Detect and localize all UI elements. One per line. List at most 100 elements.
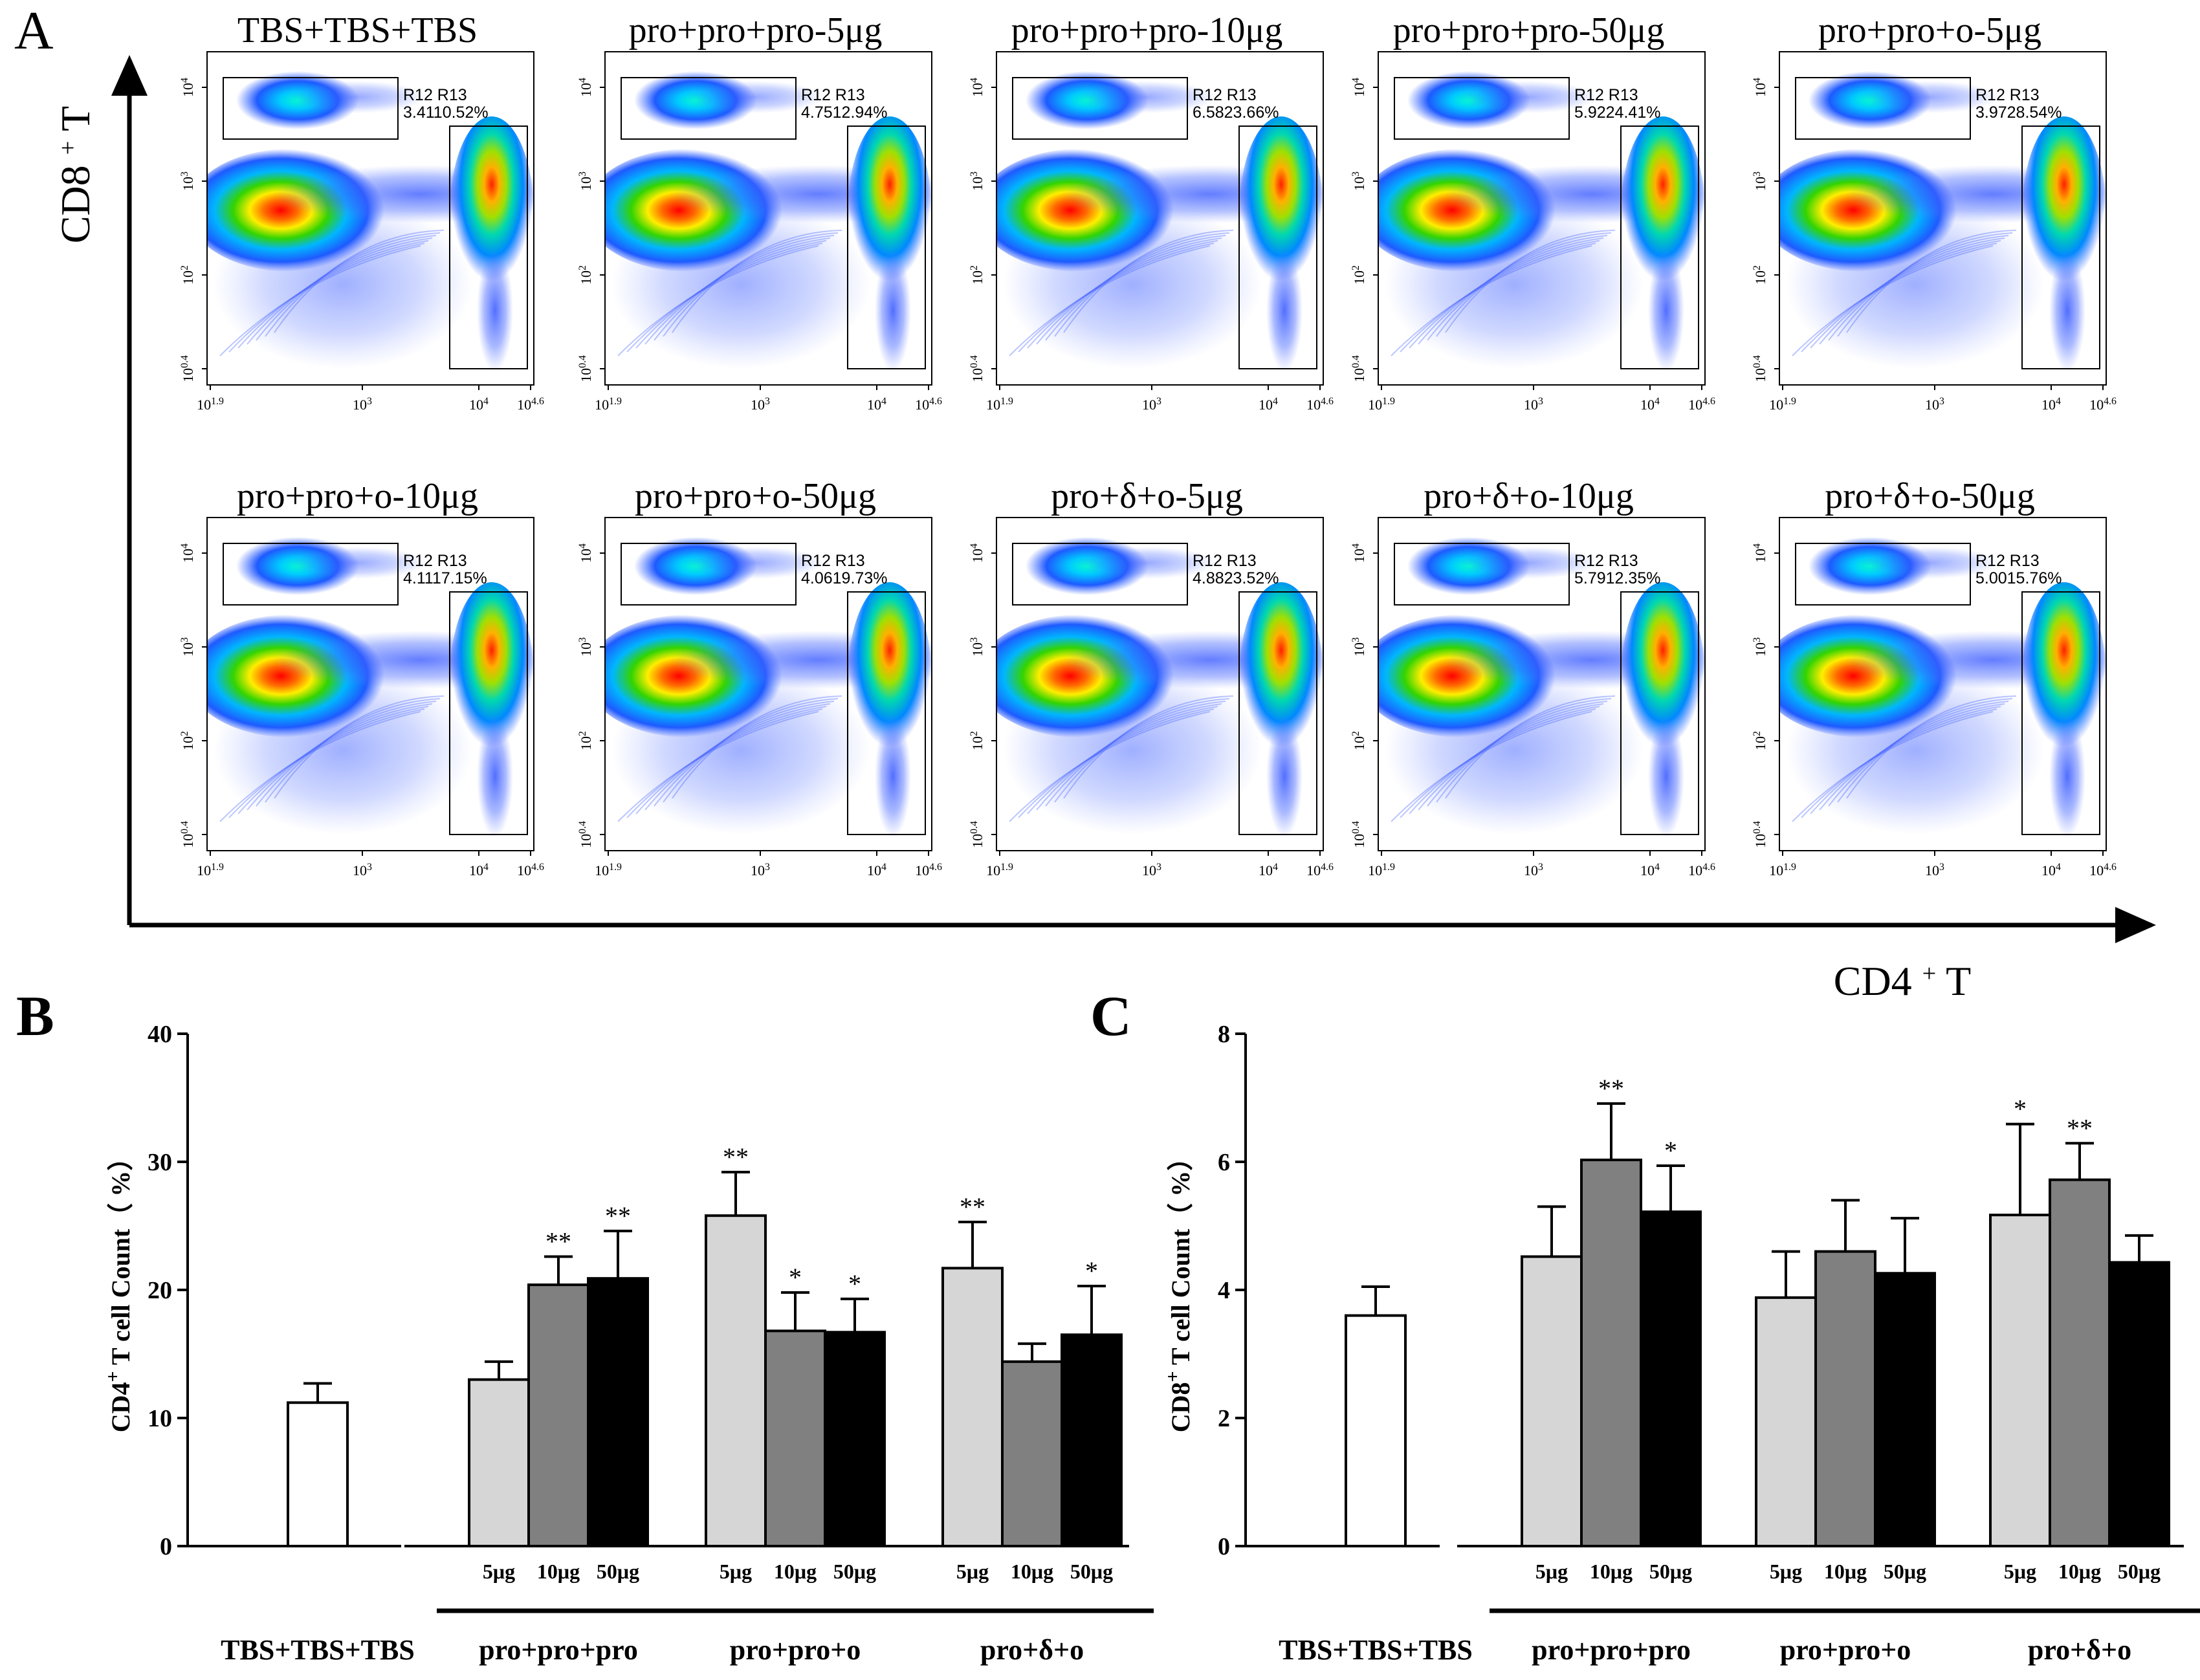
x-tick-label: 101.9 bbox=[197, 396, 224, 413]
x-tick-label-sup: 1.9 bbox=[609, 396, 622, 407]
x-tick-label-sup: 4.6 bbox=[929, 396, 942, 407]
density-contour bbox=[1418, 237, 1604, 345]
gate-labels: R12 R13 bbox=[1193, 86, 1257, 104]
x-tick-label-base: 10 bbox=[2041, 397, 2056, 413]
x-tick-label-base: 10 bbox=[1640, 862, 1655, 878]
gate-labels: R12 R13 bbox=[1193, 552, 1257, 570]
density-contour bbox=[1427, 701, 1608, 807]
dose-label: 5μg bbox=[1535, 1560, 1568, 1583]
y-tick-label-sup: 0.4 bbox=[969, 355, 980, 368]
density-contour bbox=[1819, 237, 2005, 345]
y-tick-label: 102 bbox=[1752, 731, 1769, 750]
density-contour bbox=[1801, 708, 1997, 818]
bar bbox=[1061, 1333, 1123, 1548]
y-tick-label-base: 10 bbox=[1351, 736, 1367, 750]
density-contour bbox=[1828, 235, 2009, 341]
bar bbox=[1345, 1314, 1407, 1547]
x-tick-label-base: 10 bbox=[1769, 397, 1783, 413]
density-contour bbox=[228, 708, 425, 818]
x-tick-label: 101.9 bbox=[197, 862, 224, 879]
y-tick-label: 10 bbox=[148, 1405, 172, 1432]
group-label: pro+δ+o bbox=[2028, 1634, 2131, 1666]
y-tick-label-sup: 2 bbox=[1752, 265, 1763, 270]
flow-plot-title: pro+pro+pro-10μg bbox=[1011, 10, 1283, 50]
gate-r13 bbox=[2021, 125, 2100, 369]
y-tick-label: 102 bbox=[969, 731, 986, 750]
flow-density bbox=[1780, 71, 2106, 372]
gate-r13 bbox=[1620, 591, 1699, 835]
density-contour bbox=[635, 240, 827, 349]
bar-chart-b: 010203040TBS+TBS+TBS5μg**10μg**50μgpro+p… bbox=[148, 1021, 1154, 1666]
gate-values: 5.9224.41% bbox=[1574, 104, 1660, 122]
y-tick-label-sup: 2 bbox=[1350, 265, 1361, 270]
x-tick-label-base: 10 bbox=[1259, 862, 1273, 878]
x-tick-label-sup: 4 bbox=[1273, 862, 1278, 873]
x-tick-label: 104 bbox=[469, 396, 489, 413]
x-tick-label-sup: 4.6 bbox=[929, 862, 942, 873]
flow-density bbox=[208, 71, 533, 372]
density-contour bbox=[237, 706, 429, 814]
bar bbox=[2049, 1178, 2111, 1547]
x-tick-label: 104 bbox=[1640, 396, 1660, 413]
density-contour bbox=[654, 235, 835, 341]
flow-plot-title: pro+δ+o-50μg bbox=[1825, 476, 2035, 516]
gate-labels: R12 R13 bbox=[1574, 86, 1638, 104]
y-tick-label-base: 10 bbox=[578, 834, 594, 848]
y-tick-label-base: 10 bbox=[578, 368, 594, 382]
y-tick-label: 104 bbox=[179, 78, 197, 97]
x-tick-label: 101.9 bbox=[595, 396, 622, 413]
flow-plot-title: pro+pro+o-50μg bbox=[635, 476, 876, 516]
x-tick-label-sup: 3 bbox=[1156, 396, 1161, 407]
density-cd8-spread bbox=[1456, 81, 1598, 113]
density-contour bbox=[1009, 245, 1211, 356]
y-tick-label: 102 bbox=[577, 265, 595, 285]
y-tick-label-sup: 2 bbox=[1350, 731, 1361, 736]
y-tick-label-sup: 3 bbox=[1350, 171, 1361, 177]
cd4-axis-label-text-rest: T bbox=[1936, 958, 1971, 1004]
y-tick-label: 100.4 bbox=[577, 355, 595, 382]
x-tick-label: 103 bbox=[1142, 862, 1161, 879]
y-tick-label: 104 bbox=[1752, 543, 1769, 563]
y-tick-label: 102 bbox=[1752, 265, 1769, 285]
y-tick-label: 40 bbox=[148, 1021, 172, 1048]
density-cd4 bbox=[450, 582, 533, 776]
density-cd4-tail bbox=[1266, 715, 1303, 838]
dose-label: 10μg bbox=[1824, 1560, 1867, 1583]
x-tick-label: 104.6 bbox=[915, 862, 942, 879]
x-tick-label-base: 10 bbox=[353, 862, 367, 878]
y-tick-label: 102 bbox=[1350, 731, 1368, 750]
panel-c-letter: C bbox=[1090, 985, 1132, 1048]
cd4-axis-label: CD4 + T bbox=[1834, 958, 1972, 1004]
density-cd4 bbox=[2022, 582, 2106, 776]
y-tick-label-base: 10 bbox=[1752, 368, 1768, 382]
x-tick-label: 101.9 bbox=[1368, 396, 1395, 413]
y-tick-label-base: 10 bbox=[1752, 736, 1768, 750]
density-contour bbox=[1828, 701, 2009, 807]
gate-values: 5.7912.35% bbox=[1574, 569, 1660, 587]
x-tick-label-sup: 4 bbox=[2056, 396, 2061, 407]
y-tick-label-sup: 4 bbox=[179, 543, 190, 549]
gate-values: 4.7512.94% bbox=[801, 104, 887, 122]
y-tick-label: 104 bbox=[1350, 78, 1368, 97]
x-tick-label: 103 bbox=[751, 396, 770, 413]
x-tick-label-sup: 3 bbox=[367, 862, 372, 873]
density-contour bbox=[247, 703, 433, 811]
dose-label: 50μg bbox=[1884, 1560, 1926, 1583]
y-tick-label: 100.4 bbox=[969, 821, 986, 848]
density-contour bbox=[219, 245, 421, 356]
bar bbox=[287, 1401, 349, 1547]
flow-plot-title: pro+δ+o-5μg bbox=[1051, 476, 1243, 516]
y-tick-label: 104 bbox=[179, 543, 197, 563]
panel-b-ylabel-base: CD4 bbox=[106, 1382, 135, 1433]
y-tick-label-sup: 3 bbox=[1752, 637, 1763, 642]
gate-values: 5.0015.76% bbox=[1975, 569, 2062, 587]
density-contour bbox=[1018, 243, 1215, 353]
bar bbox=[1001, 1360, 1063, 1547]
density-cd4-tail bbox=[1648, 249, 1684, 372]
y-tick-label-base: 10 bbox=[969, 549, 985, 563]
x-tick-label: 104 bbox=[867, 396, 886, 413]
bar bbox=[2108, 1261, 2170, 1548]
cd4-axis-label-text: CD4 bbox=[1834, 958, 1912, 1004]
